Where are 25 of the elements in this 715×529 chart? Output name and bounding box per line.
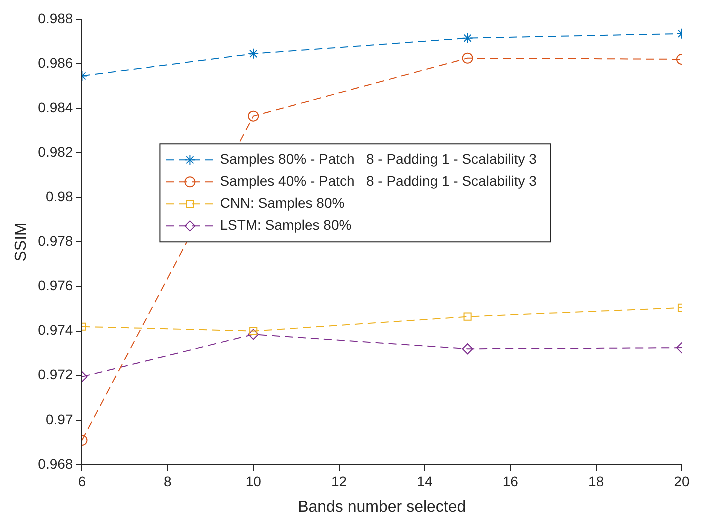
legend-label: CNN: Samples 80% [220, 195, 345, 212]
legend-label: LSTM: Samples 80% [220, 217, 352, 234]
x-tick-label: 16 [502, 473, 519, 490]
y-tick-label: 0.982 [38, 144, 74, 160]
x-tick-label: 20 [674, 473, 690, 490]
y-tick-label: 0.974 [38, 322, 74, 338]
legend-label: Samples 40% - Patch 8 - Padding 1 - Scalability 3 [220, 173, 538, 190]
x-tick-label: 12 [331, 473, 348, 490]
x-axis-title: Bands number selected [298, 498, 466, 516]
x-tick-label: 18 [588, 473, 604, 490]
x-tick-label: 10 [246, 473, 262, 490]
y-tick-label: 0.972 [38, 366, 74, 383]
y-tick-label: 0.976 [38, 278, 74, 294]
x-tick-label: 14 [417, 473, 433, 490]
y-axis-title: SSIM [13, 222, 30, 262]
x-tick-label: 8 [164, 473, 172, 490]
y-tick-label: 0.978 [38, 233, 74, 250]
x-tick-label: 6 [78, 473, 86, 490]
y-tick-label: 0.988 [38, 10, 74, 26]
y-tick-label: 0.97 [46, 411, 74, 428]
y-tick-label: 0.986 [38, 54, 74, 71]
y-tick-label: 0.968 [38, 456, 74, 472]
legend-label: Samples 80% - Patch 8 - Padding 1 - Scalability 3 [220, 151, 538, 168]
y-tick-label: 0.98 [46, 188, 74, 204]
y-tick-label: 0.984 [38, 99, 74, 116]
